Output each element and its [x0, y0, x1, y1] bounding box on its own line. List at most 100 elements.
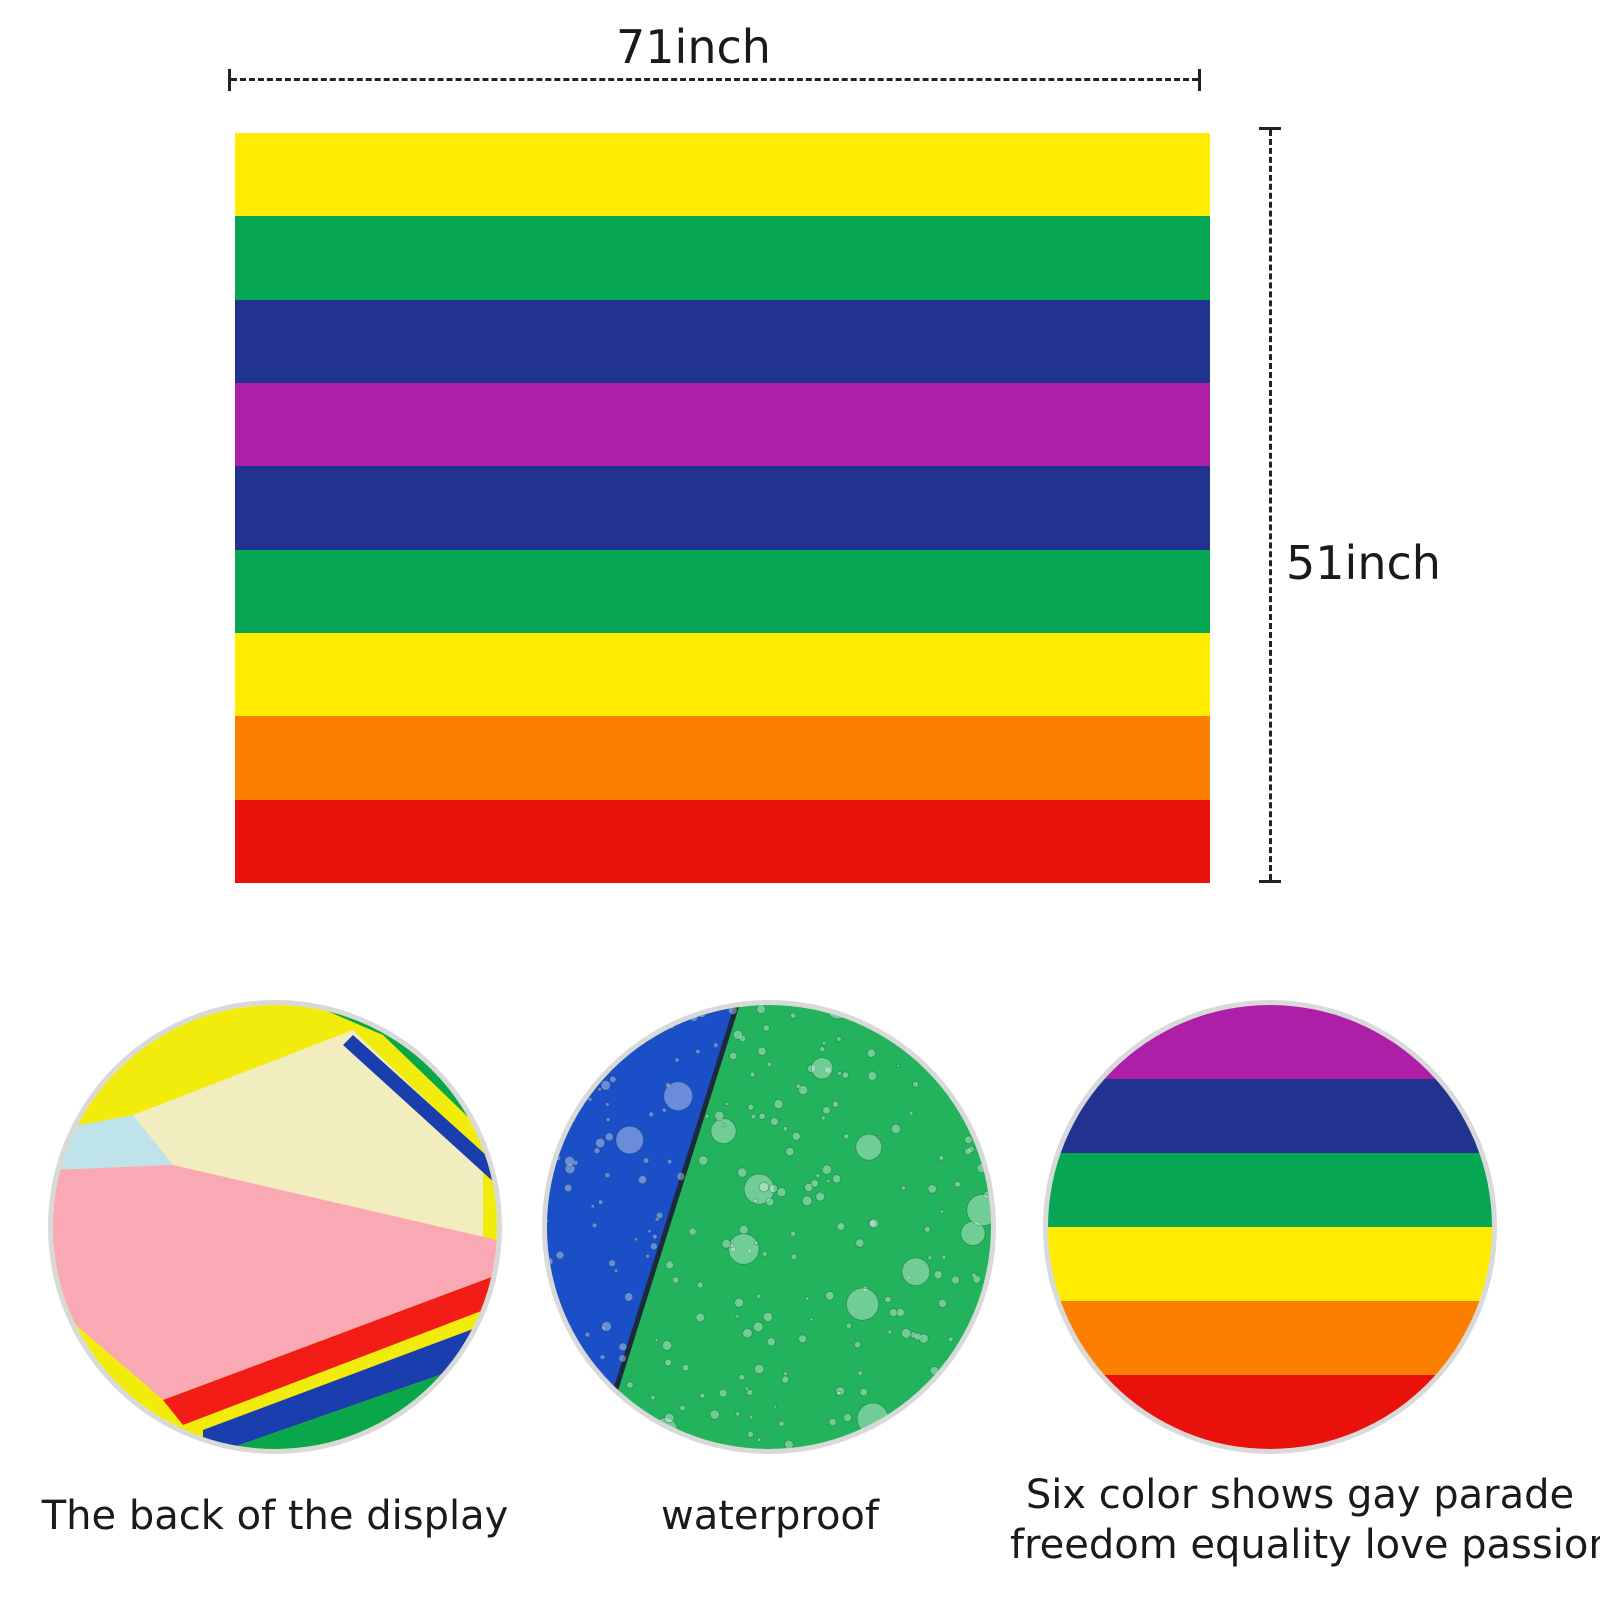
water-droplet	[773, 1099, 784, 1110]
water-droplet	[547, 1257, 554, 1266]
water-droplet	[843, 1133, 850, 1140]
water-droplet	[654, 1337, 659, 1342]
water-droplet	[695, 1312, 706, 1323]
water-droplet	[754, 1240, 759, 1245]
back-pink-panel	[53, 1165, 497, 1400]
water-droplet	[822, 1105, 831, 1115]
water-droplet	[855, 1238, 865, 1248]
water-droplet	[688, 1227, 697, 1236]
water-droplet	[856, 1008, 863, 1015]
water-droplet	[826, 1178, 831, 1184]
water-droplet	[836, 1070, 842, 1076]
six-color-detail-image	[1043, 1000, 1497, 1454]
water-droplet	[973, 1356, 979, 1363]
water-droplet	[733, 1297, 744, 1308]
water-droplet	[908, 1110, 914, 1116]
water-droplet	[867, 1071, 878, 1081]
water-droplet	[884, 1295, 892, 1304]
water-droplet	[553, 1140, 558, 1145]
water-droplet	[977, 1081, 982, 1086]
water-droplet	[964, 1147, 973, 1156]
water-droplet	[738, 1034, 747, 1043]
caption-six-color-line2: freedom equality love passion	[1010, 1522, 1600, 1568]
back-red-band	[163, 1275, 497, 1425]
water-droplet	[672, 1276, 680, 1284]
water-droplet	[738, 1224, 749, 1235]
water-droplet	[789, 1012, 797, 1019]
water-droplet	[649, 1421, 659, 1431]
water-droplet	[776, 1187, 787, 1198]
water-droplet	[757, 1046, 767, 1056]
water-droplet	[791, 1131, 801, 1141]
water-droplet	[819, 1046, 826, 1053]
water-droplet	[916, 1424, 924, 1433]
water-droplet	[804, 1182, 814, 1192]
water-droplet	[664, 1358, 673, 1367]
caption-six-color: Six color shows gay parade freedom equal…	[1010, 1470, 1600, 1570]
water-droplet	[564, 1163, 576, 1175]
water-droplet	[783, 1371, 788, 1377]
detail-stripe	[1048, 1375, 1492, 1449]
water-droplet	[856, 1402, 889, 1435]
water-droplet	[790, 1253, 798, 1261]
water-droplet	[704, 1113, 710, 1119]
water-droplet	[742, 1327, 753, 1339]
water-droplet	[601, 1005, 612, 1016]
water-droplet	[835, 1386, 846, 1396]
water-droplet	[859, 1388, 868, 1397]
water-droplet	[721, 1239, 732, 1249]
water-droplet	[866, 1048, 876, 1058]
water-droplet	[832, 1100, 840, 1108]
water-droplet	[954, 1382, 963, 1392]
water-droplet	[947, 1336, 954, 1343]
water-droplet	[756, 1005, 766, 1014]
water-droplet	[718, 1388, 728, 1398]
water-droplet	[769, 1117, 779, 1126]
water-droplet	[738, 1373, 746, 1381]
water-droplet	[836, 1222, 846, 1231]
water-droplet	[750, 1113, 757, 1120]
water-droplet	[599, 1354, 606, 1361]
water-droplet	[752, 1321, 764, 1333]
water-droplet	[900, 1327, 912, 1339]
water-droplet	[758, 1181, 770, 1193]
water-droplet	[604, 1172, 611, 1179]
water-droplet	[721, 1123, 726, 1128]
water-droplet	[674, 1057, 680, 1063]
water-droplet	[766, 1337, 776, 1347]
water-droplet	[643, 1157, 650, 1164]
water-droplet	[572, 1159, 579, 1166]
flag-stripe	[235, 382, 1210, 467]
water-droplet	[551, 1152, 560, 1160]
water-droplet	[631, 1416, 641, 1426]
water-droplet	[965, 1005, 972, 1009]
water-droplet	[654, 1217, 660, 1222]
water-droplet	[676, 1172, 686, 1181]
water-droplet	[855, 1133, 883, 1161]
water-droplet	[805, 1296, 810, 1301]
water-seam	[594, 1005, 740, 1449]
water-droplet	[713, 1042, 719, 1048]
water-droplet	[887, 1329, 893, 1335]
water-droplet	[910, 1331, 918, 1339]
water-droplet	[547, 1436, 552, 1443]
water-droplet	[665, 1428, 671, 1434]
water-droplet	[563, 1352, 569, 1357]
water-droplet	[907, 1005, 942, 1036]
height-dashed-line	[1269, 130, 1272, 880]
water-droplet	[895, 1307, 905, 1317]
water-droplet	[778, 1420, 785, 1427]
water-droplet	[547, 1219, 549, 1224]
water-droplet	[579, 1394, 584, 1399]
waterproof-illustration	[547, 1005, 991, 1449]
water-droplet	[710, 1118, 737, 1145]
water-droplet	[938, 1155, 945, 1161]
water-droplet	[945, 1088, 955, 1098]
water-droplet	[619, 1021, 631, 1033]
water-droplet	[587, 1096, 593, 1102]
water-droplet	[901, 1257, 931, 1287]
water-droplet	[841, 1071, 849, 1079]
water-droplet	[597, 1199, 604, 1205]
water-droplet	[912, 1439, 918, 1445]
detail-stripe	[1048, 1079, 1492, 1153]
